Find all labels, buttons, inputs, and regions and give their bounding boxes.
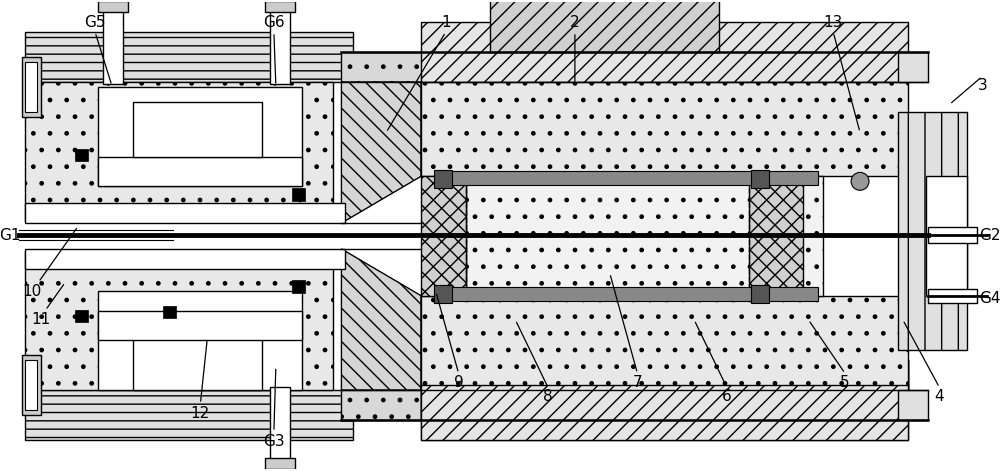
Bar: [436, 287, 818, 300]
Bar: [421, 82, 908, 176]
Bar: [751, 284, 769, 302]
Text: G5: G5: [84, 15, 106, 30]
Text: G2: G2: [979, 228, 1000, 243]
Polygon shape: [749, 176, 803, 296]
Bar: [25, 62, 37, 112]
Bar: [436, 171, 818, 185]
Bar: [341, 390, 908, 420]
Text: 13: 13: [824, 15, 843, 30]
Text: 5: 5: [840, 375, 850, 390]
Text: G1: G1: [0, 228, 20, 243]
Bar: [75, 309, 88, 323]
Bar: [292, 280, 305, 292]
Bar: [25, 390, 353, 439]
Polygon shape: [341, 249, 421, 390]
Circle shape: [851, 172, 869, 190]
Bar: [421, 360, 908, 439]
Bar: [490, 0, 719, 52]
Bar: [434, 284, 452, 302]
Text: 9: 9: [454, 375, 464, 390]
Bar: [270, 9, 290, 84]
Bar: [25, 203, 345, 223]
Bar: [25, 249, 345, 269]
Bar: [25, 251, 333, 390]
Bar: [292, 188, 305, 201]
Polygon shape: [341, 82, 421, 223]
Bar: [163, 306, 176, 318]
Bar: [751, 171, 769, 188]
Bar: [75, 148, 88, 162]
Bar: [421, 23, 908, 82]
Bar: [265, 457, 295, 470]
Bar: [928, 289, 977, 302]
Text: 8: 8: [543, 390, 553, 405]
Bar: [22, 57, 41, 117]
Bar: [25, 360, 37, 410]
Bar: [98, 0, 128, 12]
Bar: [926, 176, 967, 296]
Bar: [98, 156, 302, 187]
Bar: [341, 52, 908, 82]
Bar: [133, 102, 262, 156]
Text: 1: 1: [441, 15, 451, 30]
Bar: [898, 52, 928, 82]
Text: G4: G4: [979, 291, 1000, 306]
Bar: [133, 335, 262, 390]
Text: 3: 3: [977, 78, 987, 93]
Bar: [421, 385, 908, 439]
Bar: [98, 291, 302, 390]
Bar: [466, 176, 823, 296]
Text: G6: G6: [263, 15, 285, 30]
Bar: [928, 227, 977, 243]
Text: G3: G3: [263, 434, 285, 449]
Bar: [103, 9, 123, 84]
Bar: [265, 0, 295, 12]
Bar: [898, 112, 967, 350]
Bar: [270, 387, 290, 462]
Text: 12: 12: [191, 406, 210, 421]
Bar: [25, 32, 353, 82]
Bar: [434, 171, 452, 188]
Bar: [98, 87, 302, 187]
Text: 10: 10: [22, 284, 41, 299]
Text: 4: 4: [935, 390, 944, 405]
Bar: [898, 390, 928, 420]
Text: 6: 6: [722, 390, 732, 405]
Text: 11: 11: [32, 312, 51, 327]
Bar: [98, 310, 302, 341]
Bar: [25, 82, 333, 221]
Text: 2: 2: [570, 15, 580, 30]
Bar: [22, 355, 41, 415]
Bar: [421, 360, 908, 439]
Bar: [421, 360, 908, 420]
Text: 7: 7: [633, 375, 642, 390]
Polygon shape: [421, 176, 466, 296]
Bar: [421, 296, 908, 390]
Bar: [421, 360, 908, 420]
